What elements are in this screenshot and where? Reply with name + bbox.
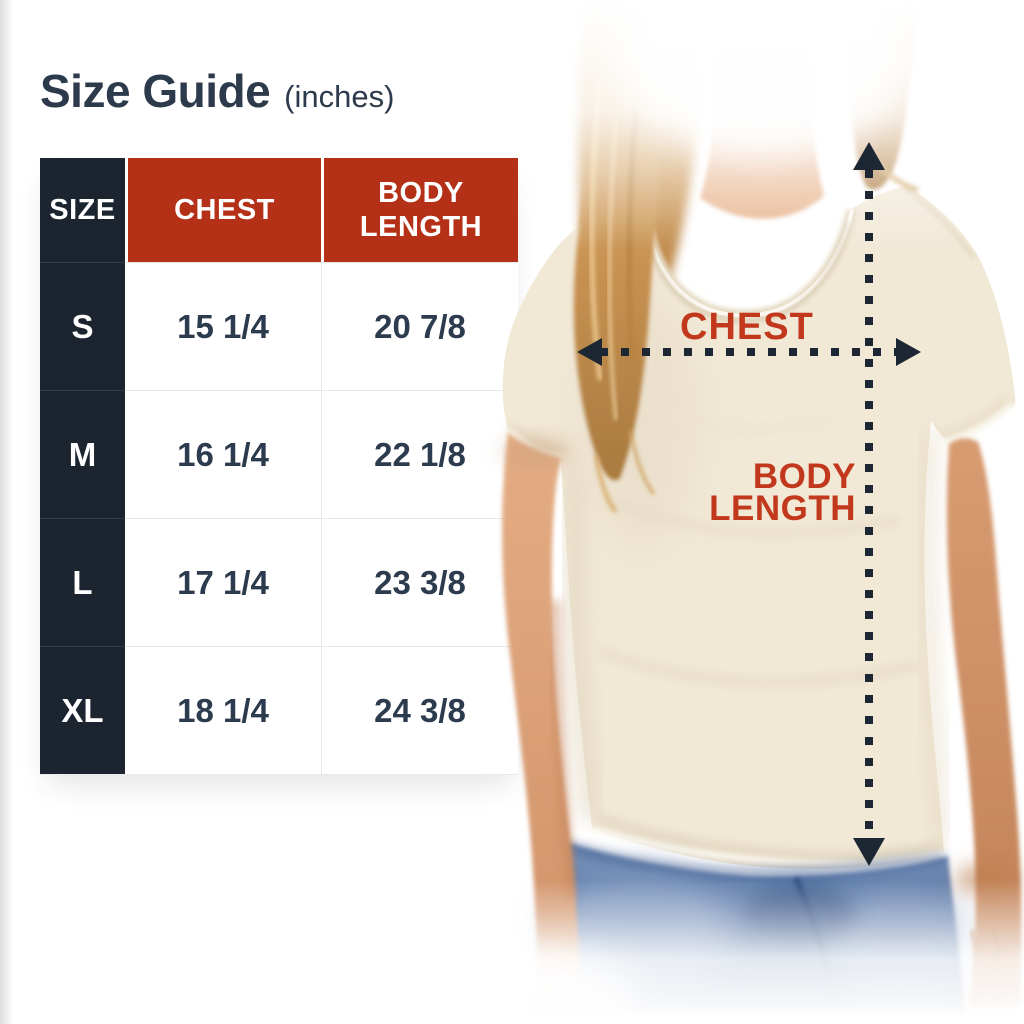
- right-arm: [946, 438, 1022, 1009]
- chest-annotation-label: CHEST: [680, 306, 814, 348]
- chest-cell: 18 1/4: [125, 646, 321, 774]
- table-row-s: S 15 1/4 20 7/8: [40, 262, 518, 390]
- column-header-size: SIZE: [40, 158, 125, 262]
- table-row-xl: XL 18 1/4 24 3/8: [40, 646, 518, 774]
- title-text: Size Guide: [40, 65, 271, 117]
- table-row-l: L 17 1/4 23 3/8: [40, 518, 518, 646]
- size-cell: S: [40, 262, 125, 390]
- column-header-chest: CHEST: [125, 158, 321, 262]
- body-length-cell: 22 1/8: [321, 390, 518, 518]
- body-length-measure-arrow: [853, 142, 885, 866]
- body-length-annotation-label: BODY LENGTH: [709, 457, 856, 528]
- body-length-cell: 24 3/8: [321, 646, 518, 774]
- neck: [700, 40, 824, 219]
- page-edge-shadow: [0, 0, 14, 1024]
- hair-front: [573, 0, 919, 514]
- chest-cell: 17 1/4: [125, 518, 321, 646]
- size-cell: M: [40, 390, 125, 518]
- title-unit: (inches): [284, 79, 395, 114]
- column-header-body-length: BODY LENGTH: [321, 158, 518, 262]
- body-length-cell: 20 7/8: [321, 262, 518, 390]
- size-cell: XL: [40, 646, 125, 774]
- size-guide-table: SIZE CHEST BODY LENGTH S 15 1/4 20 7/8 M…: [40, 158, 518, 775]
- body-length-cell: 23 3/8: [321, 518, 518, 646]
- page-title: Size Guide (inches): [40, 64, 394, 118]
- jeans: [534, 840, 970, 1014]
- table-header-row: SIZE CHEST BODY LENGTH: [40, 158, 518, 262]
- chest-cell: 16 1/4: [125, 390, 321, 518]
- table-row-m: M 16 1/4 22 1/8: [40, 390, 518, 518]
- size-cell: L: [40, 518, 125, 646]
- chest-cell: 15 1/4: [125, 262, 321, 390]
